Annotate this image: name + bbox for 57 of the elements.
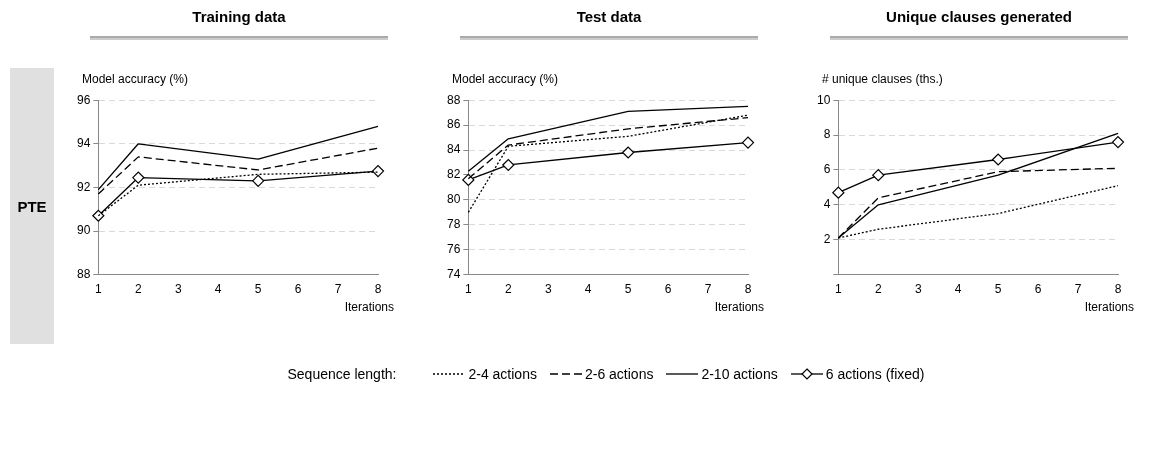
y-axis-title: # unique clauses (ths.)	[822, 72, 944, 88]
x-tick-label: 2	[874, 282, 882, 297]
y-tick-label: 86	[446, 117, 461, 132]
y-axis-title: Model accuracy (%)	[82, 72, 190, 88]
x-tick-label: 3	[914, 282, 922, 297]
x-tick-label: 6	[1034, 282, 1042, 297]
y-tick-label: 76	[446, 242, 461, 256]
y-tick-label: 10	[816, 92, 831, 107]
x-tick-label: 1	[465, 282, 472, 297]
chart-title: Test data	[575, 8, 643, 27]
x-tick-label: 3	[544, 282, 552, 297]
x-tick-label: 4	[214, 282, 222, 297]
y-tick-label: 88	[76, 266, 91, 281]
y-tick-label: 88	[446, 92, 461, 107]
x-tick-label: 5	[254, 282, 262, 297]
x-tick-label: 8	[1114, 282, 1122, 297]
x-axis-title: Iterations	[343, 300, 395, 314]
x-tick-label: 5	[624, 282, 632, 297]
x-tick-label: 8	[744, 282, 752, 297]
y-tick-label: 92	[76, 179, 91, 194]
x-tick-label: 3	[174, 282, 182, 297]
x-axis-title: Iterations	[713, 300, 765, 314]
x-tick-label: 6	[664, 282, 672, 297]
legend-label: 6 actions (fixed)	[824, 366, 925, 382]
x-tick-label: 1	[95, 282, 102, 297]
x-tick-label: 5	[994, 282, 1002, 297]
y-tick-label: 74	[446, 266, 461, 281]
x-tick-label: 8	[374, 282, 382, 297]
chart-title: Unique clauses generated	[885, 8, 1073, 27]
x-tick-label: 4	[954, 282, 962, 297]
x-tick-label: 1	[835, 282, 842, 297]
legend-title: Sequence length:	[287, 366, 397, 382]
y-tick-label: 94	[76, 136, 91, 151]
x-tick-label: 7	[334, 282, 342, 297]
y-tick-label: 90	[76, 223, 91, 238]
legend-label: 2-4 actions	[467, 366, 537, 382]
x-tick-label: 2	[134, 282, 142, 297]
y-tick-label: 80	[446, 192, 461, 207]
x-tick-label: 2	[504, 282, 512, 297]
legend-label: 2-6 actions	[583, 366, 654, 382]
y-tick-label: 2	[823, 232, 831, 247]
chart-title: Training data	[191, 8, 287, 27]
x-axis-title: Iterations	[1083, 300, 1135, 314]
y-tick-label: 8	[823, 127, 831, 142]
y-tick-label: 96	[76, 92, 91, 107]
y-tick-label: 78	[446, 217, 461, 232]
legend-label: 2-10 actions	[700, 366, 778, 382]
x-tick-label: 7	[704, 282, 712, 297]
x-tick-label: 6	[294, 282, 302, 297]
y-tick-label: 82	[446, 167, 461, 182]
x-tick-label: 7	[1074, 282, 1082, 297]
y-tick-label: 4	[823, 197, 831, 212]
text: PTE	[17, 197, 47, 215]
y-tick-label: 6	[823, 162, 831, 177]
y-axis-title: Model accuracy (%)	[452, 72, 560, 88]
y-tick-label: 84	[446, 142, 461, 157]
x-tick-label: 4	[584, 282, 592, 297]
